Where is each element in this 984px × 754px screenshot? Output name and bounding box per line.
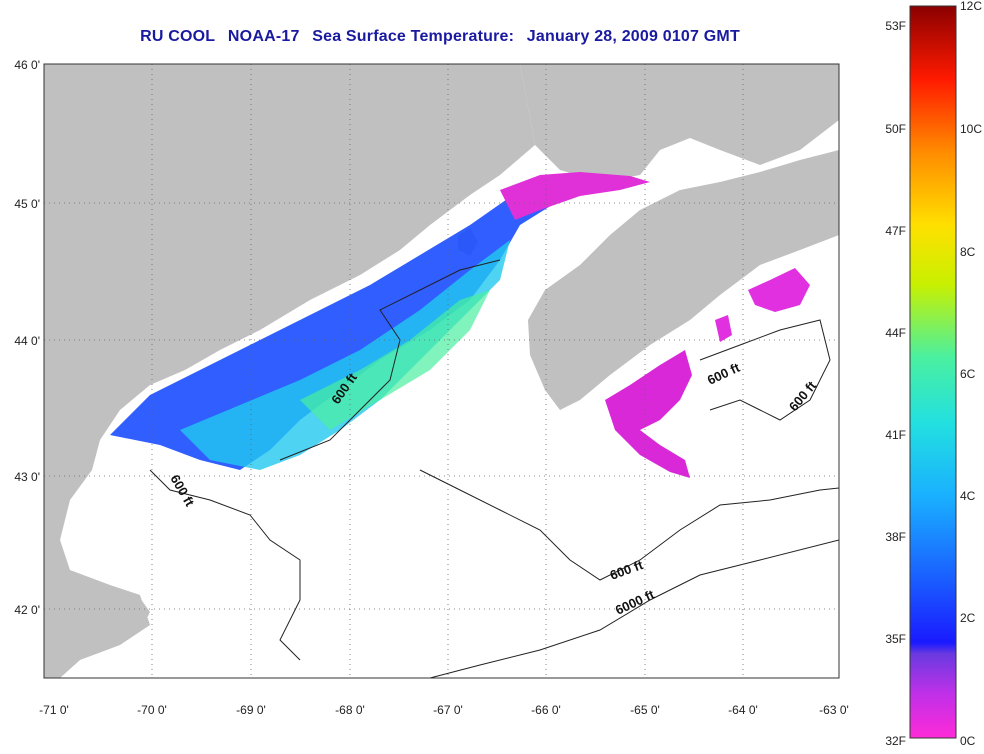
cb-c-6: 6C [960, 367, 976, 381]
cb-c-8: 8C [960, 245, 976, 259]
contour-600ft-west [149, 469, 301, 661]
cb-c-2: 2C [960, 611, 976, 625]
contour-600ft-ns [699, 319, 831, 421]
cb-f-32: 32F [885, 734, 906, 748]
cb-c-0: 0C [960, 734, 976, 748]
lat-labels: 46 0' 45 0' 44 0' 43 0' 42 0' [14, 58, 40, 617]
sst-cold-patch-east [748, 268, 810, 312]
cb-c-4: 4C [960, 489, 976, 503]
cb-f-44: 44F [885, 326, 906, 340]
lat-label-43: 43 0' [14, 470, 40, 484]
title-timestamp: January 28, 2009 0107 GMT [526, 28, 740, 45]
lon-label-71: -71 0' [39, 703, 69, 717]
lon-label-64: -64 0' [728, 703, 758, 717]
sst-cold-patch-small [715, 315, 732, 342]
land-new-england [44, 64, 535, 678]
cb-f-47: 47F [885, 224, 906, 238]
cb-c-10: 10C [960, 122, 982, 136]
lon-label-63: -63 0' [819, 703, 849, 717]
plot-frame [43, 63, 840, 679]
title-satellite: NOAA-17 [227, 28, 300, 45]
cb-f-50: 50F [885, 122, 906, 136]
cb-f-38: 38F [885, 530, 906, 544]
lon-label-66: -66 0' [531, 703, 561, 717]
colorbar-c-labels: 12C 10C 8C 6C 4C 2C 0C [960, 0, 982, 748]
map-title: RU COOL NOAA-17 Sea Surface Temperature:… [0, 28, 880, 46]
lon-label-67: -67 0' [433, 703, 463, 717]
lat-label-42: 42 0' [14, 603, 40, 617]
cb-f-35: 35F [885, 632, 906, 646]
colorbar [909, 5, 957, 739]
lon-label-69: -69 0' [236, 703, 266, 717]
sst-cold-patch-south [605, 350, 692, 478]
sst-mid-band [180, 240, 510, 470]
lon-label-65: -65 0' [630, 703, 660, 717]
cb-f-41: 41F [885, 428, 906, 442]
land-new-brunswick [520, 64, 839, 182]
title-source: RU COOL [140, 28, 216, 45]
lon-label-68: -68 0' [335, 703, 365, 717]
sst-cold-northeast [500, 172, 650, 220]
title-product: Sea Surface Temperature: [312, 28, 515, 45]
land-nova-scotia [528, 150, 839, 410]
lat-label-46: 46 0' [14, 58, 40, 72]
land-cape-cod [60, 590, 150, 650]
cb-f-53: 53F [885, 19, 906, 33]
lat-label-45: 45 0' [14, 197, 40, 211]
contour-600ft-south [419, 469, 839, 581]
lon-labels: -71 0' -70 0' -69 0' -68 0' -67 0' -66 0… [39, 703, 849, 717]
lat-label-44: 44 0' [14, 334, 40, 348]
cb-c-12: 12C [960, 0, 982, 13]
lon-label-70: -70 0' [137, 703, 167, 717]
colorbar-f-labels: 53F 50F 47F 44F 41F 38F 35F 32F [885, 19, 906, 748]
contour-6000ft [429, 539, 839, 678]
